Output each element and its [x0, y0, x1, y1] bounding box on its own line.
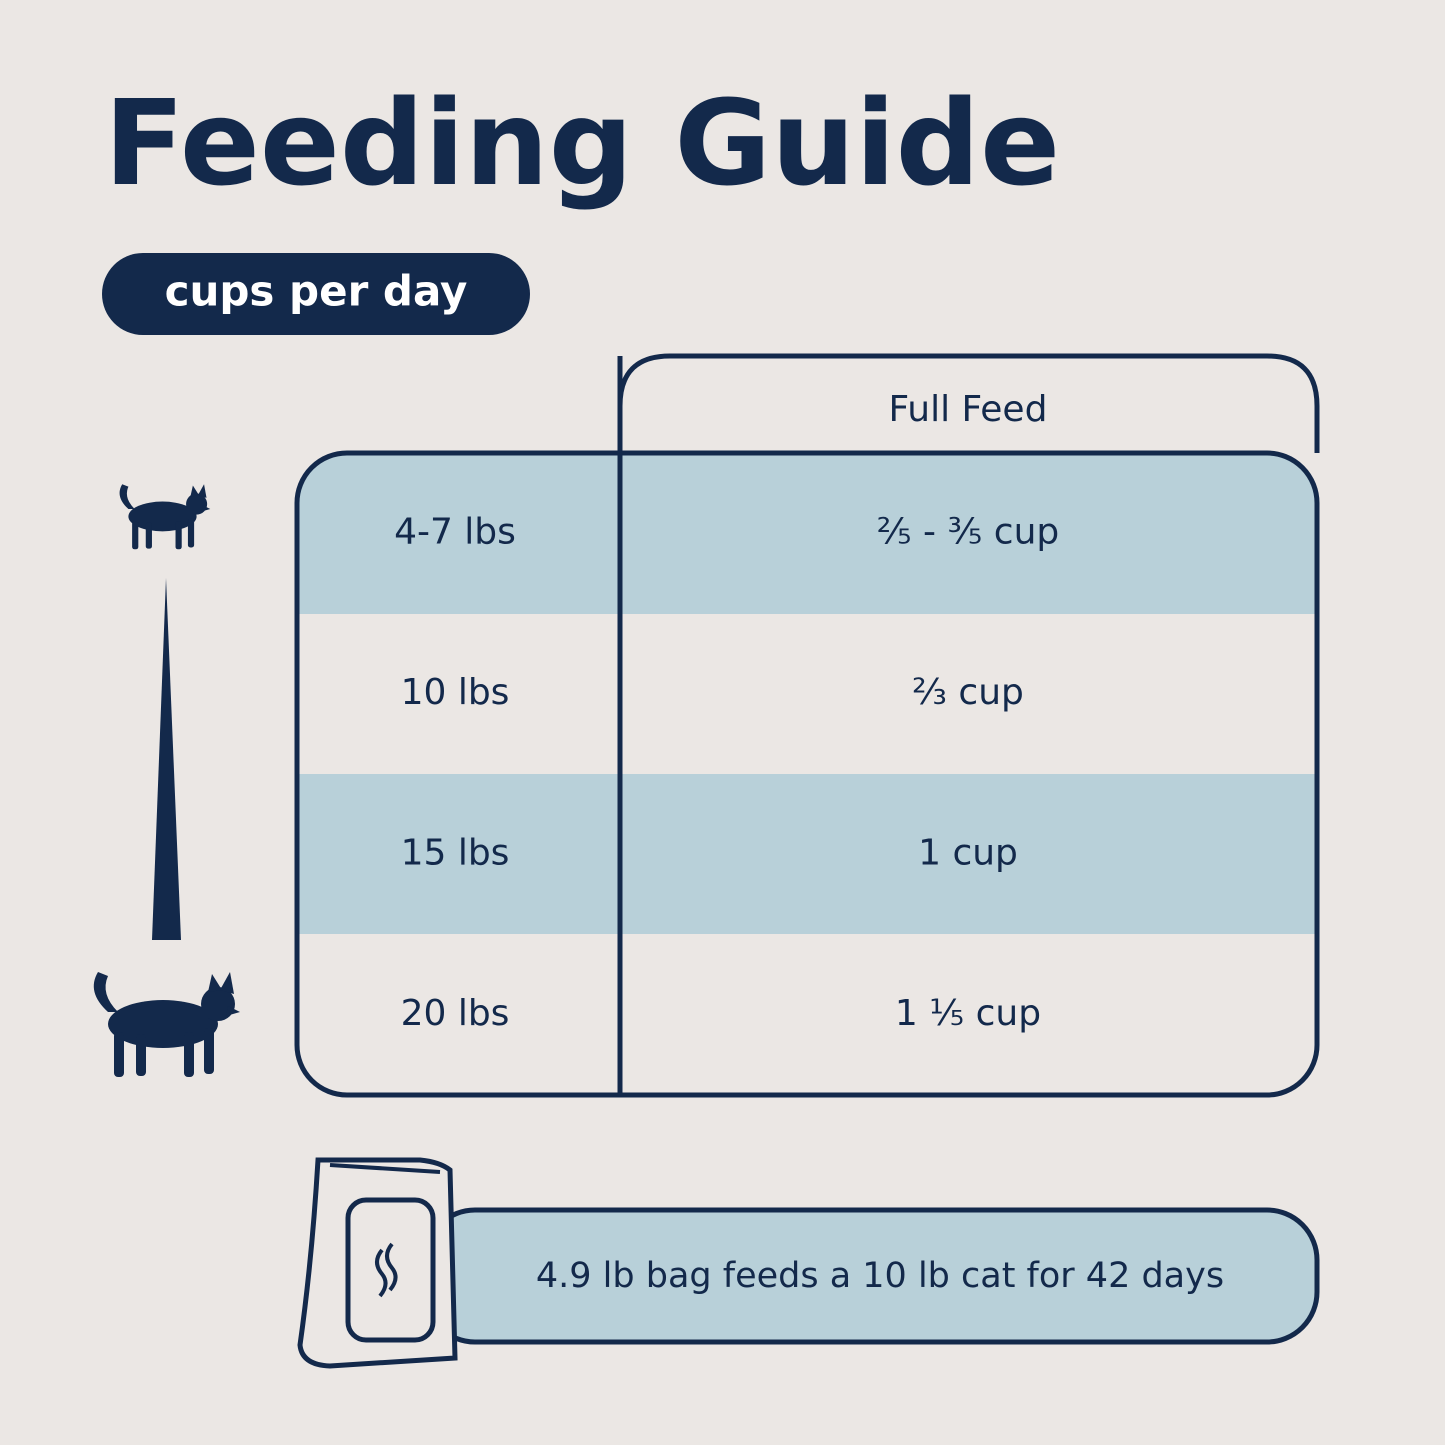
header-box: [617, 353, 1320, 453]
rows: 4-7 lbs ²⁄₅ - ³⁄₅ cup 10 lbs ²⁄₃ cup 15 lbs 1…: [394, 511, 1059, 1034]
table: Full Feed 4-7 lbs ²⁄₅ - ³⁄₅ cup 10 lbs ²⁄₃ …: [294, 353, 1320, 1098]
table-border: [294, 450, 1320, 1098]
row-fills: [297, 453, 1317, 934]
weight-cell: 15 lbs: [401, 832, 510, 873]
weight-cell: 10 lbs: [401, 672, 510, 713]
weight-cell: 20 lbs: [401, 993, 510, 1034]
badge: [102, 253, 530, 335]
bag-logo: [375, 1242, 398, 1298]
column-header: Full Feed: [889, 389, 1048, 430]
bag-label: [345, 1197, 436, 1343]
weight-cell: 4-7 lbs: [394, 511, 516, 552]
amount-cell: 1 ¹⁄₅ cup: [895, 993, 1041, 1034]
title: Feeding Guide: [104, 74, 1060, 212]
small-cat-icon: [119, 484, 211, 550]
footer-note: 4.9 lb bag feeds a 10 lb cat for 42 days: [536, 1256, 1224, 1296]
large-cat-icon: [93, 972, 240, 1077]
bag-top: [329, 1163, 441, 1174]
amount-cell: 1 cup: [918, 832, 1018, 873]
bag-icon: [297, 1157, 458, 1369]
scale-wedge: [152, 578, 181, 940]
row-band: [297, 453, 1317, 614]
row-band: [297, 774, 1317, 934]
badge-text: cups per day: [165, 267, 468, 316]
amount-cell: ²⁄₃ cup: [912, 672, 1024, 713]
amount-cell: ²⁄₅ - ³⁄₅ cup: [877, 511, 1060, 552]
